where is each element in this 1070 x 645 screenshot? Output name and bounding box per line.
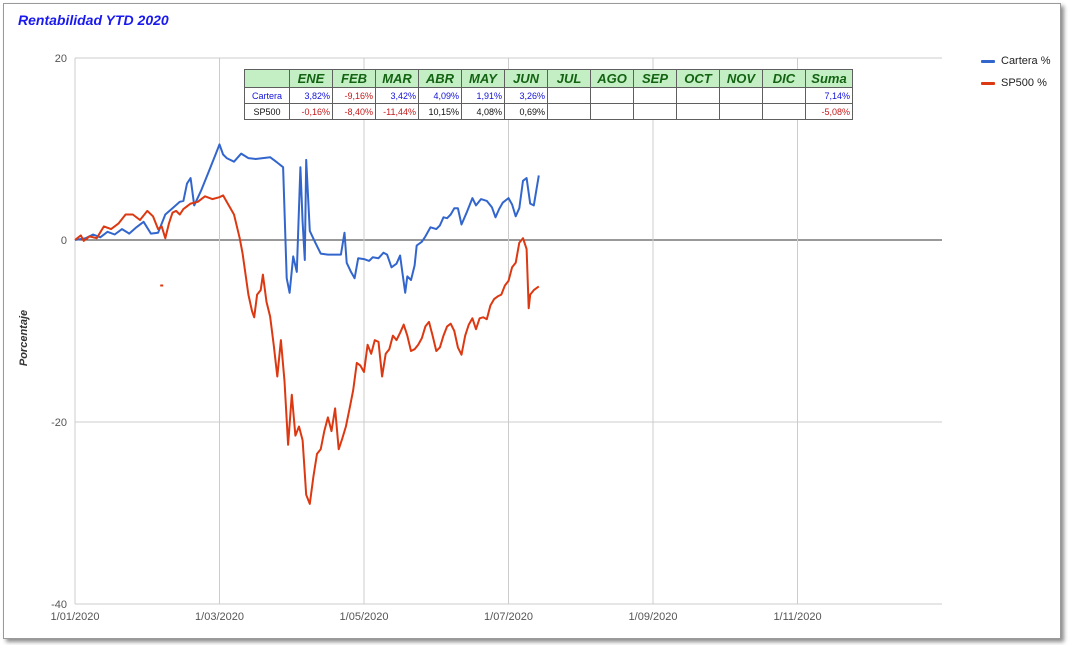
table-row: Cartera 3,82% -9,16% 3,42% 4,09% 1,91% 3,26% 7,… xyxy=(244,87,853,104)
month-header: SEP xyxy=(633,69,677,88)
table-cell xyxy=(590,103,634,120)
monthly-returns-table: ENE FEB MAR ABR MAY JUN JUL AGO SEP OCT NOV DIC Suma… xyxy=(244,69,853,120)
table-cell xyxy=(719,87,763,104)
stray-point xyxy=(160,284,164,287)
table-body: Cartera 3,82% -9,16% 3,42% 4,09% 1,91% 3,26% 7,… xyxy=(244,87,853,120)
table-corner-header xyxy=(244,69,290,88)
table-cell: 1,91% xyxy=(461,87,505,104)
table-cell: 4,09% xyxy=(418,87,462,104)
table-cell: -5,08% xyxy=(805,103,853,120)
chart-legend: Cartera % SP500 % xyxy=(981,50,1051,94)
y-tick-label: 0 xyxy=(61,235,67,247)
series-line-1 xyxy=(74,194,540,505)
x-tick-label: 1/05/2020 xyxy=(340,611,389,623)
month-header: OCT xyxy=(676,69,720,88)
table-cell xyxy=(633,87,677,104)
y-axis-label: Porcentaje xyxy=(18,310,30,366)
month-header: FEB xyxy=(332,69,376,88)
series-line-0 xyxy=(74,143,540,294)
table-cell: 3,42% xyxy=(375,87,419,104)
table-cell xyxy=(547,87,591,104)
table-cell xyxy=(676,103,720,120)
table-cell: -11,44% xyxy=(375,103,419,120)
y-tick-label: -20 xyxy=(51,417,67,429)
table-cell xyxy=(633,103,677,120)
table-cell xyxy=(547,103,591,120)
table-cell xyxy=(762,103,806,120)
month-header: DIC xyxy=(762,69,806,88)
legend-swatch xyxy=(981,81,995,85)
table-cell: 7,14% xyxy=(805,87,853,104)
chart-title: Rentabilidad YTD 2020 xyxy=(18,12,169,28)
legend-item[interactable]: SP500 % xyxy=(981,72,1051,94)
month-header: AGO xyxy=(590,69,634,88)
month-header: Suma xyxy=(805,69,853,88)
table-cell: 0,69% xyxy=(504,103,548,120)
month-header: ABR xyxy=(418,69,462,88)
month-header: JUN xyxy=(504,69,548,88)
row-label: Cartera xyxy=(244,87,290,104)
table-header-row: ENE FEB MAR ABR MAY JUN JUL AGO SEP OCT NOV DIC Suma xyxy=(244,69,853,88)
table-cell: 3,82% xyxy=(289,87,333,104)
table-cell: -0,16% xyxy=(289,103,333,120)
table-row: SP500 -0,16% -8,40% -11,44% 10,15% 4,08% 0,69%… xyxy=(244,103,853,120)
x-tick-label: 1/09/2020 xyxy=(629,611,678,623)
month-header: MAY xyxy=(461,69,505,88)
legend-item[interactable]: Cartera % xyxy=(981,50,1051,72)
table-cell: 10,15% xyxy=(418,103,462,120)
month-header: NOV xyxy=(719,69,763,88)
table-cell xyxy=(719,103,763,120)
table-cell xyxy=(590,87,634,104)
row-label: SP500 xyxy=(244,103,290,120)
month-header: JUL xyxy=(547,69,591,88)
month-header: ENE xyxy=(289,69,333,88)
legend-label: SP500 % xyxy=(1001,77,1047,89)
table-cell xyxy=(676,87,720,104)
x-tick-label: 1/11/2020 xyxy=(773,611,821,623)
month-header: MAR xyxy=(375,69,419,88)
table-cell: -9,16% xyxy=(332,87,376,104)
x-tick-label: 1/01/2020 xyxy=(51,611,100,623)
table-cell: 4,08% xyxy=(461,103,505,120)
y-tick-label: -40 xyxy=(51,599,67,611)
x-tick-label: 1/03/2020 xyxy=(195,611,244,623)
table-cell xyxy=(762,87,806,104)
legend-swatch xyxy=(981,59,995,63)
legend-label: Cartera % xyxy=(1001,55,1051,67)
x-tick-label: 1/07/2020 xyxy=(484,611,533,623)
table-cell: -8,40% xyxy=(332,103,376,120)
y-tick-label: 20 xyxy=(55,53,67,65)
table-cell: 3,26% xyxy=(504,87,548,104)
